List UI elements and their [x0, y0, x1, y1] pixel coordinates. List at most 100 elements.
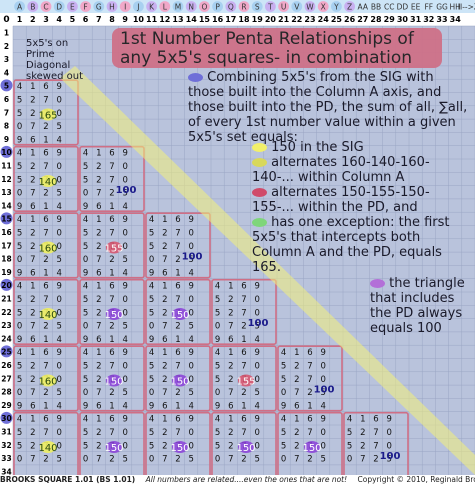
block-sum: 150 [170, 376, 189, 387]
block-digit: 0 [83, 455, 88, 465]
block-digit: 2 [96, 375, 101, 385]
block-digit: 0 [149, 322, 154, 332]
block-digit: 0 [56, 162, 61, 172]
block-digit: 9 [188, 415, 193, 425]
block-digit: 0 [188, 375, 193, 385]
column-number: 24 [318, 15, 330, 24]
block-digit: 9 [17, 268, 22, 278]
row-number: 6 [4, 95, 9, 104]
block-digit: 6 [43, 82, 48, 92]
block-digit: 2 [162, 375, 167, 385]
column-letter: GG [436, 3, 448, 12]
block-digit: 5 [17, 229, 22, 239]
block-sum-marker [106, 374, 122, 387]
block-digit: 4 [149, 415, 154, 425]
row-highlight [0, 345, 13, 358]
block-digit: 2 [228, 441, 233, 451]
block-digit: 0 [122, 242, 127, 252]
block-digit: 7 [175, 242, 180, 252]
block-digit: 7 [109, 162, 114, 172]
block-digit: 2 [96, 242, 101, 252]
column-number: 23 [304, 15, 315, 24]
row-number: 17 [1, 241, 11, 250]
green-dot-icon [252, 218, 267, 227]
block-digit: 7 [96, 388, 101, 398]
block-digit: 6 [228, 335, 233, 345]
block-digit: 7 [43, 96, 48, 106]
block-digit: 1 [30, 149, 35, 159]
block-digit: 6 [228, 401, 233, 411]
block-digit: 6 [109, 348, 114, 358]
row-number: 8 [4, 122, 9, 131]
block-digit: 0 [83, 322, 88, 332]
block-sum-marker [106, 307, 122, 320]
block-digit: 9 [188, 282, 193, 292]
block-digit: 5 [320, 455, 325, 465]
block-digit: 6 [96, 401, 101, 411]
block-digit: 0 [17, 122, 22, 132]
block-digit: 9 [254, 348, 259, 358]
block-digit: 6 [30, 268, 35, 278]
block-digit: 5 [83, 242, 88, 252]
column-letter: S [255, 3, 260, 12]
column-letter: AA [358, 3, 369, 12]
row-number: 10 [1, 148, 11, 157]
column-letter-badge [40, 1, 52, 12]
block-digit: 9 [122, 415, 127, 425]
column-letter-badge [14, 1, 25, 12]
column-number: 17 [225, 15, 236, 24]
block-digit: 0 [56, 96, 61, 106]
block-digit: 9 [83, 335, 88, 345]
block-digit: 0 [281, 455, 286, 465]
col-a-sum-marker [40, 174, 56, 187]
column-number: 14 [186, 15, 198, 24]
block-sum-marker [106, 440, 122, 453]
block-digit: 5 [386, 455, 391, 465]
block-digit: 1 [30, 348, 35, 358]
block-digit: 2 [30, 162, 35, 172]
block-digit: 2 [30, 242, 35, 252]
block-digit: 2 [30, 375, 35, 385]
block-digit: 2 [162, 229, 167, 239]
block-digit: 0 [254, 295, 259, 305]
block-digit: 5 [17, 175, 22, 185]
block-digit: 6 [43, 282, 48, 292]
block-digit: 5 [215, 295, 220, 305]
column-letter-badge [159, 1, 171, 12]
block-digit: 9 [320, 348, 325, 358]
block-digit: 2 [241, 455, 246, 465]
row-number: 23 [1, 321, 11, 330]
block-digit: 2 [162, 295, 167, 305]
block-digit: 4 [17, 215, 22, 225]
block-digit: 2 [307, 455, 312, 465]
block-digit: 9 [215, 335, 220, 345]
block-digit: 7 [162, 455, 167, 465]
block-digit: 0 [17, 455, 22, 465]
block-digit: 4 [188, 268, 193, 278]
block-digit: 2 [43, 322, 48, 332]
column-letter: HH [450, 3, 461, 12]
row-number: 26 [1, 361, 11, 370]
block-digit: 6 [30, 335, 35, 345]
block-digit: 1 [294, 415, 299, 425]
block-digit: 6 [162, 401, 167, 411]
block-digit: 9 [122, 149, 127, 159]
block-digit: 5 [56, 322, 61, 332]
row-number: 25 [1, 348, 11, 357]
block-digit: 7 [162, 322, 167, 332]
block-digit: 6 [109, 149, 114, 159]
block-digit: 9 [122, 348, 127, 358]
column-letter: Y [333, 3, 339, 12]
block-digit: 5 [215, 362, 220, 372]
row-number: 15 [1, 215, 11, 224]
column-letter: BB [371, 3, 381, 12]
triangle-sum: 100 [314, 384, 335, 395]
block-digit: 1 [162, 215, 167, 225]
column-letter-badge [317, 1, 329, 12]
block-digit: 5 [83, 308, 88, 318]
block-digit: 2 [294, 375, 299, 385]
triangle-sum: 100 [116, 185, 137, 196]
column-letter-badge [172, 1, 184, 12]
column-number: 33 [436, 15, 447, 24]
sum-item-sig: 150 in the SIG [252, 140, 470, 155]
